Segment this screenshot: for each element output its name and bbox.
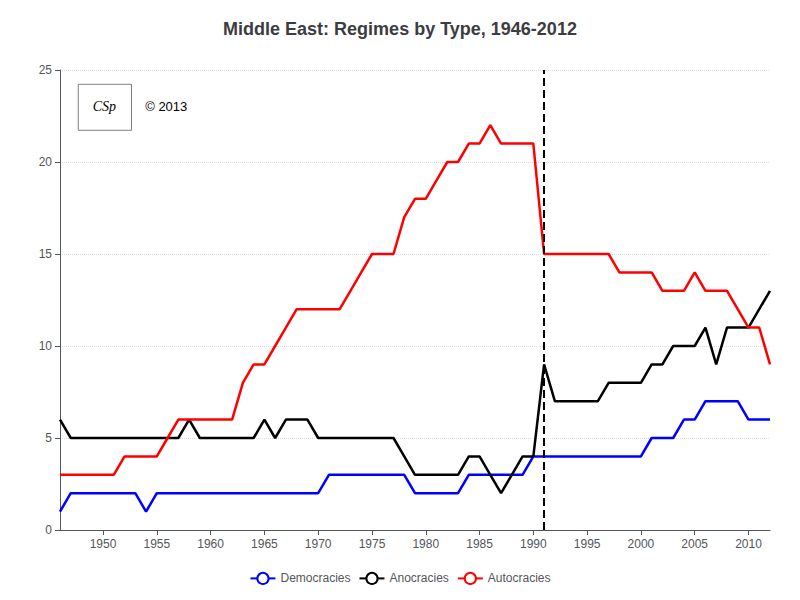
svg-text:1990: 1990 <box>520 537 547 551</box>
svg-text:5: 5 <box>45 431 52 445</box>
svg-text:1950: 1950 <box>90 537 117 551</box>
svg-text:CSp: CSp <box>93 99 116 114</box>
svg-text:10: 10 <box>39 339 53 353</box>
svg-text:Middle East: Regimes by Type,: Middle East: Regimes by Type, 1946-2012 <box>223 19 577 39</box>
svg-text:© 2013: © 2013 <box>145 99 187 114</box>
svg-text:25: 25 <box>39 63 53 77</box>
svg-text:0: 0 <box>45 523 52 537</box>
svg-text:1960: 1960 <box>197 537 224 551</box>
svg-text:1965: 1965 <box>251 537 278 551</box>
svg-text:1955: 1955 <box>143 537 170 551</box>
svg-text:20: 20 <box>39 155 53 169</box>
svg-text:2000: 2000 <box>628 537 655 551</box>
svg-text:Democracies: Democracies <box>280 571 350 585</box>
svg-text:Anocracies: Anocracies <box>389 571 448 585</box>
svg-text:2010: 2010 <box>735 537 762 551</box>
svg-text:Autocracies: Autocracies <box>488 571 551 585</box>
svg-text:1975: 1975 <box>359 537 386 551</box>
svg-text:1970: 1970 <box>305 537 332 551</box>
svg-text:2005: 2005 <box>681 537 708 551</box>
svg-text:1995: 1995 <box>574 537 601 551</box>
svg-text:15: 15 <box>39 247 53 261</box>
svg-text:1980: 1980 <box>412 537 439 551</box>
svg-text:1985: 1985 <box>466 537 493 551</box>
